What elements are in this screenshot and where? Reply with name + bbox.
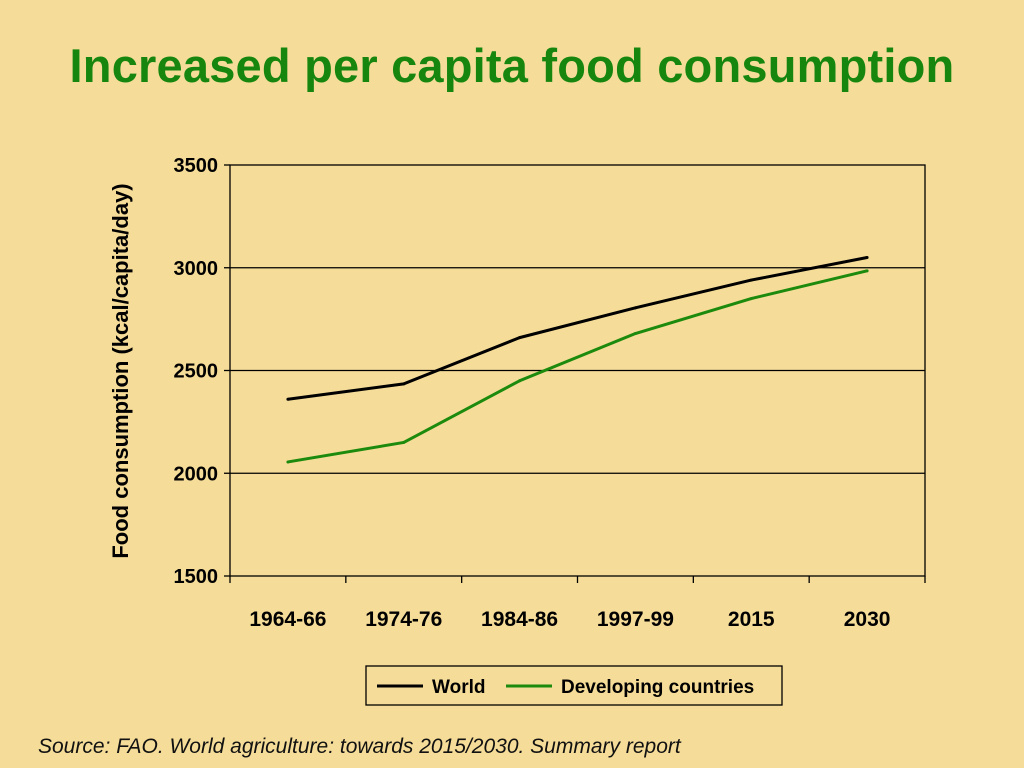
data-point (518, 379, 522, 383)
x-tick-label: 2015 (728, 608, 775, 631)
legend-label: Developing countries (561, 677, 754, 698)
data-point (402, 440, 406, 444)
y-tick-label: 2000 (174, 463, 219, 485)
data-point (749, 278, 753, 282)
data-point (286, 397, 290, 401)
data-point (518, 336, 522, 340)
legend-label: World (432, 677, 485, 698)
x-tick-label: 1984-86 (481, 608, 558, 631)
x-tick-label: 1974-76 (365, 608, 442, 631)
y-tick-label: 1500 (174, 566, 219, 588)
data-point (402, 382, 406, 386)
y-axis-label: Food consumption (kcal/capita/day) (108, 183, 133, 558)
y-tick-label: 3000 (174, 258, 219, 280)
data-point (749, 297, 753, 301)
data-point (633, 306, 637, 310)
legend: World Developing countries (365, 665, 783, 706)
series-line-developing-countries (287, 269, 868, 464)
data-point (865, 255, 869, 259)
legend-box (365, 665, 783, 706)
x-tick-label: 1997-99 (597, 608, 674, 631)
data-point (286, 460, 290, 464)
series-line-world (287, 256, 868, 401)
x-tick-label: 1964-66 (249, 608, 326, 631)
data-point (633, 332, 637, 336)
y-tick-label: 2500 (174, 361, 219, 383)
source-citation: Source: FAO. World agriculture: towards … (38, 735, 681, 758)
x-tick-label: 2030 (844, 608, 891, 631)
slide-title: Increased per capita food consumption (69, 39, 955, 92)
data-point (865, 269, 869, 273)
y-tick-label: 3500 (174, 155, 219, 177)
